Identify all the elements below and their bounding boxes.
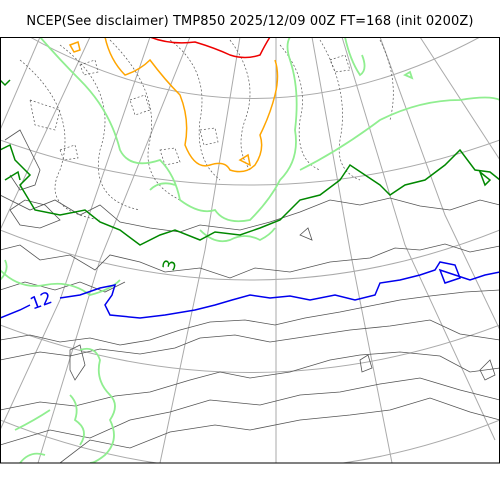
graticule-meridians [0, 37, 500, 463]
isotherm-orange [68, 37, 279, 173]
isotherm-12 [0, 261, 500, 319]
contour-label-3: 3 [159, 257, 181, 273]
coastlines [0, 129, 500, 463]
isotherm-red [149, 37, 271, 59]
contour-label-12: 12 [28, 288, 55, 314]
isotherm-light-green [0, 37, 500, 463]
map-frame [0, 37, 500, 464]
map-title: NCEP(See disclaimer) TMP850 2025/12/09 0… [26, 14, 474, 29]
graticule-parallels [0, 37, 500, 463]
isotherm-3 [0, 79, 500, 246]
